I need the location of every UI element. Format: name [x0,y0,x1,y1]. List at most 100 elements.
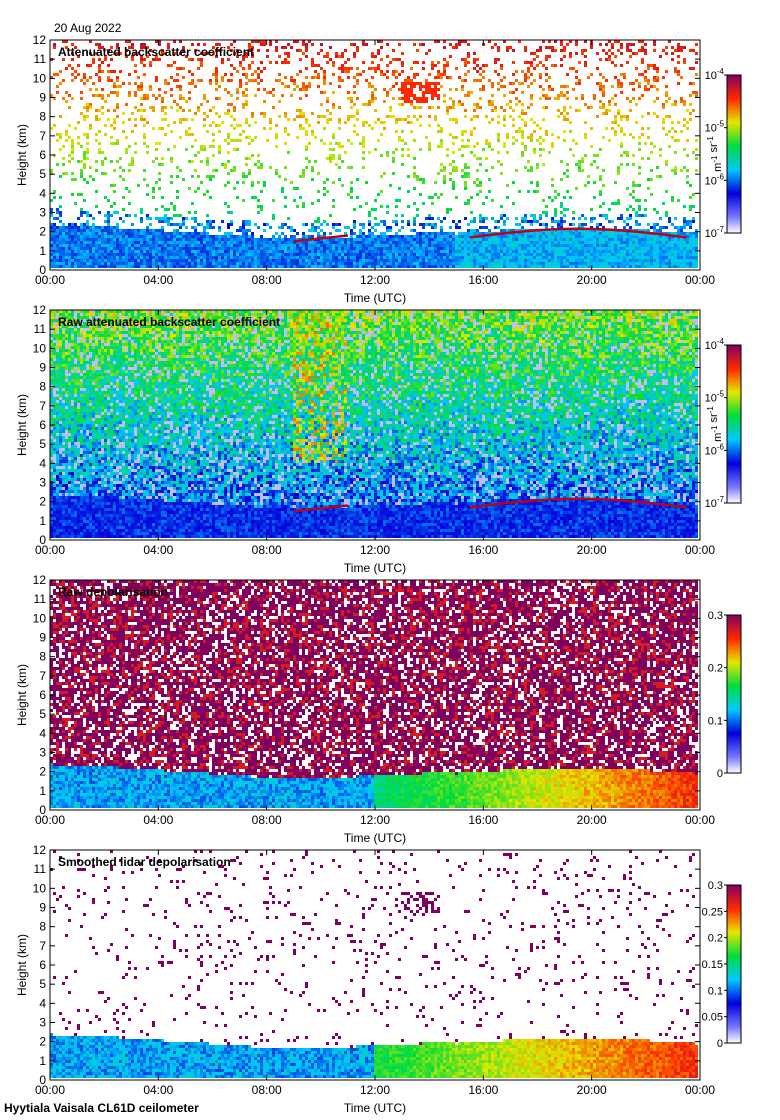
y-tick-label: 7 [39,669,46,683]
y-tick-label: 5 [39,167,46,181]
y-axis-label: Height (km) [15,394,29,456]
colorbar [726,74,742,234]
x-tick-label: 00:00 [685,543,715,557]
y-tick-label: 2 [39,225,46,239]
y-tick-label: 3 [39,746,46,760]
cloud-base-layer [469,227,687,239]
y-tick-label: 8 [39,920,46,934]
colorbar-units: m-1 sr-1 [706,406,724,442]
y-tick-label: 4 [39,456,46,470]
y-tick-label: 5 [39,707,46,721]
colorbar-tick-label: 0.2 [708,663,723,675]
x-tick-label: 16:00 [468,543,498,557]
x-tick-label: 04:00 [143,543,173,557]
y-axis-label: Height (km) [15,124,29,186]
y-tick-label: 10 [33,341,47,355]
colorbar-units: m-1 sr-1 [706,136,724,172]
colorbar-tick-label: 0.2 [708,933,723,945]
colorbar-tick-label: 10-4 [705,67,725,82]
y-tick-label: 4 [39,996,46,1010]
y-tick-label: 7 [39,129,46,143]
x-tick-label: 08:00 [252,543,282,557]
x-tick-label: 12:00 [360,813,390,827]
y-tick-label: 8 [39,110,46,124]
x-tick-label: 12:00 [360,273,390,287]
y-tick-label: 0 [39,1073,46,1087]
y-tick-label: 6 [39,958,46,972]
y-tick-label: 4 [39,186,46,200]
x-tick-label: 04:00 [143,813,173,827]
y-tick-label: 1 [39,244,46,258]
x-tick-label: 16:00 [468,273,498,287]
x-axis-label: Time (UTC) [344,1101,406,1115]
x-tick-label: 00:00 [685,813,715,827]
colorbar-tick-label: 10-5 [705,120,725,135]
y-tick-label: 1 [39,1054,46,1068]
x-tick-label: 00:00 [35,273,65,287]
panel-title: Smoothed lidar depolarisation [58,855,231,869]
y-tick-label: 10 [33,611,47,625]
instrument-footer: Hyytiala Vaisala CL61D ceilometer [4,1101,199,1115]
x-tick-label: 12:00 [360,543,390,557]
x-tick-label: 20:00 [577,273,607,287]
colorbar-tick-label: 10-6 [705,442,725,457]
y-tick-label: 2 [39,495,46,509]
colorbar [726,884,742,1044]
colorbar-tick-label: 0.3 [708,880,723,892]
x-tick-label: 20:00 [577,543,607,557]
x-tick-label: 04:00 [143,273,173,287]
heatmap-texture [50,850,698,1078]
y-tick-label: 0 [39,803,46,817]
x-tick-label: 00:00 [685,1083,715,1097]
heatmap-texture [50,580,698,808]
x-tick-label: 20:00 [577,813,607,827]
panel-title: Raw depolarisation [58,585,168,599]
y-tick-label: 6 [39,418,46,432]
colorbar-tick-label: 0.3 [708,610,723,622]
x-tick-label: 04:00 [143,1083,173,1097]
x-tick-label: 00:00 [35,543,65,557]
x-tick-label: 08:00 [252,813,282,827]
x-tick-label: 08:00 [252,1083,282,1097]
colorbar-tick-label: 10-4 [705,337,725,352]
cloud-base-layer [469,497,687,509]
y-tick-label: 12 [33,843,47,857]
colorbar-tick-label: 10-7 [705,225,725,240]
x-axis-label: Time (UTC) [344,291,406,305]
y-axis-label: Height (km) [15,934,29,996]
y-tick-label: 6 [39,148,46,162]
panel-title: Attenuated backscatter coefficient [58,45,254,59]
y-tick-label: 2 [39,765,46,779]
x-tick-label: 00:00 [35,813,65,827]
y-tick-label: 11 [34,862,47,876]
colorbar-tick-label: 0.1 [708,985,723,997]
x-axis-label: Time (UTC) [344,831,406,845]
y-tick-label: 8 [39,650,46,664]
y-tick-label: 12 [33,33,47,47]
y-tick-label: 0 [39,263,46,277]
y-tick-label: 7 [39,939,46,953]
x-tick-label: 16:00 [468,1083,498,1097]
cloud-base-layer [293,234,349,243]
y-tick-label: 1 [39,514,46,528]
y-tick-label: 9 [39,361,46,375]
y-tick-label: 0 [39,533,46,547]
date-label: 20 Aug 2022 [54,21,121,35]
colorbar-tick-label: 0.25 [702,906,723,918]
x-tick-label: 16:00 [468,813,498,827]
colorbar [726,614,742,774]
y-tick-label: 9 [39,901,46,915]
colorbar-tick-label: 0.05 [702,1012,723,1024]
y-tick-label: 11 [34,52,47,66]
x-tick-label: 00:00 [35,1083,65,1097]
x-axis-label: Time (UTC) [344,561,406,575]
y-tick-label: 8 [39,380,46,394]
colorbar [726,344,742,504]
y-axis-label: Height (km) [15,664,29,726]
x-tick-label: 20:00 [577,1083,607,1097]
y-tick-label: 1 [39,784,46,798]
